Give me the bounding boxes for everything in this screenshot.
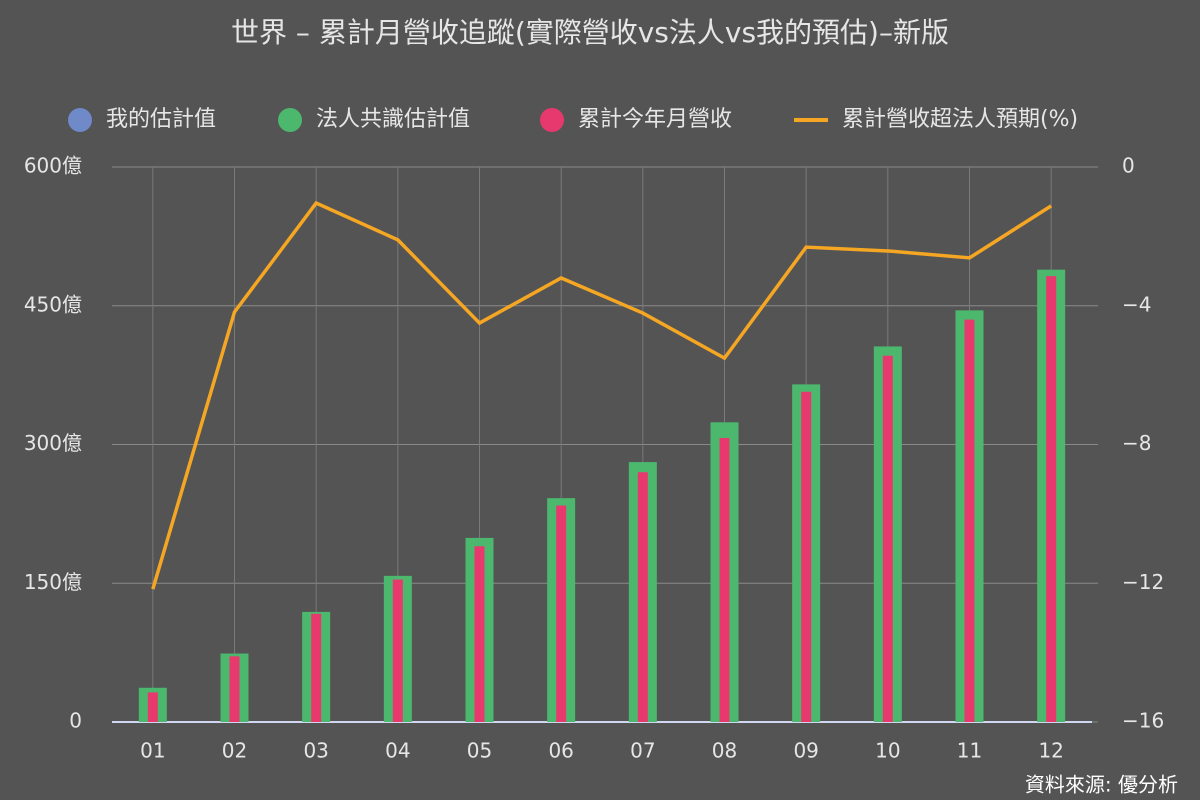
y2-tick-label: −12 — [1122, 570, 1164, 594]
bar — [229, 656, 240, 722]
y-tick-label: 450億 — [24, 292, 82, 316]
x-tick-label: 07 — [630, 739, 655, 763]
x-tick-label: 06 — [548, 739, 573, 763]
bar — [964, 319, 975, 722]
bar — [311, 613, 322, 722]
y2-tick-label: −4 — [1122, 292, 1151, 316]
y2-tick-label: −16 — [1122, 709, 1164, 733]
bar — [474, 546, 485, 722]
bar — [882, 355, 893, 722]
x-tick-label: 12 — [1038, 739, 1063, 763]
x-tick-label: 03 — [303, 739, 328, 763]
y-tick-label: 300億 — [24, 431, 82, 455]
legend-swatch — [278, 108, 302, 132]
bar — [147, 692, 158, 722]
y-tick-label: 0 — [69, 709, 82, 733]
legend-label: 法人共識估計值 — [316, 107, 470, 132]
x-tick-label: 01 — [140, 739, 165, 763]
bar — [719, 438, 730, 722]
legend-label: 累計營收超法人預期(%) — [842, 107, 1078, 132]
legend-swatch — [540, 108, 564, 132]
legend-label: 累計今年月營收 — [578, 107, 732, 132]
x-tick-label: 04 — [385, 739, 410, 763]
x-tick-label: 09 — [793, 739, 818, 763]
bar — [801, 391, 812, 722]
bar — [392, 579, 403, 722]
source: 資料來源: 優分析 — [1025, 773, 1178, 797]
x-tick-label: 02 — [222, 739, 247, 763]
line — [151, 200, 1053, 590]
y-tick-label: 600億 — [24, 154, 82, 178]
y2-tick-label: 0 — [1122, 154, 1135, 178]
x-tick-label: 10 — [875, 739, 900, 763]
x-tick-label: 05 — [467, 739, 492, 763]
x-tick-label: 08 — [712, 739, 737, 763]
legend-label: 我的估計值 — [106, 107, 216, 132]
y2-tick-label: −8 — [1122, 431, 1151, 455]
legend-swatch — [68, 108, 92, 132]
x-tick-label: 11 — [957, 739, 982, 763]
bar — [556, 505, 567, 722]
chart-title: 世界 – 累計月營收追蹤(實際營收vs法人vs我的預估)–新版 — [231, 16, 949, 49]
bar — [1046, 276, 1057, 722]
bar — [637, 472, 648, 722]
y-tick-label: 150億 — [24, 570, 82, 594]
